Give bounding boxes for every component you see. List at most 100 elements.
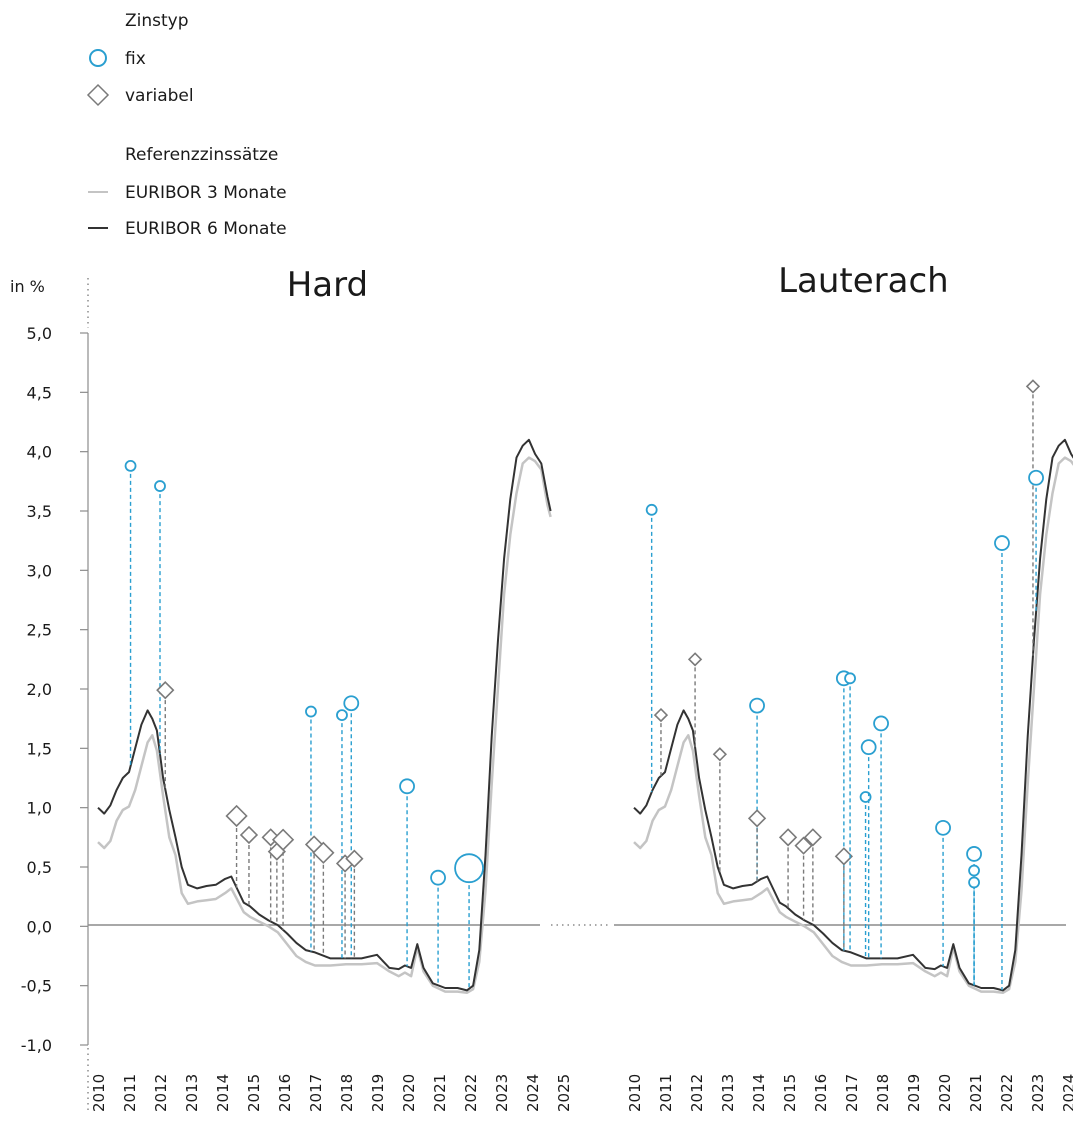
fix-point	[336, 709, 348, 722]
variable-point	[803, 828, 823, 847]
fix-point	[968, 864, 980, 877]
legend-fix-icon	[89, 49, 107, 67]
x-tick-label: 2021	[431, 1074, 449, 1112]
y-tick-label: -1,0	[21, 1036, 52, 1055]
euribor6-line	[97, 438, 552, 992]
x-tick-label: 2021	[967, 1074, 985, 1112]
x-tick-label: 2023	[493, 1074, 511, 1112]
y-tick-label: 2,5	[27, 621, 52, 640]
variable-point	[653, 707, 669, 723]
x-tick-label: 2020	[400, 1074, 418, 1112]
x-tick-label: 2023	[1029, 1074, 1047, 1112]
fix-point	[399, 778, 415, 795]
y-tick-label: 0,0	[27, 917, 52, 936]
x-tick-label: 2020	[936, 1074, 954, 1112]
fix-point	[645, 503, 658, 516]
y-tick-label: 1,5	[27, 739, 52, 758]
y-tick-label: 1,0	[27, 799, 52, 818]
fix-point	[860, 739, 877, 756]
variable-point	[156, 681, 175, 700]
x-tick-label: 2011	[121, 1074, 139, 1112]
x-tick-label: 2014	[214, 1074, 232, 1112]
x-tick-label: 2015	[245, 1074, 263, 1112]
y-tick-label: 3,0	[27, 561, 52, 580]
x-tick-label: 2012	[688, 1074, 706, 1112]
variable-point	[747, 809, 767, 828]
variable-point	[794, 836, 813, 855]
y-ticks: 5,0 4,5 4,0 3,5 3,0 2,5 2,0 1,5 1,0 0,5 0,0 -0,5 -1,…	[21, 324, 88, 1055]
fix-point	[154, 480, 166, 492]
y-tick-label: 0,5	[27, 858, 52, 877]
x-tick-label: 2010	[90, 1074, 108, 1112]
x-tick-label: 2017	[307, 1074, 325, 1112]
variable-point	[225, 804, 248, 828]
fix-point	[994, 535, 1010, 551]
y-tick-label: 3,5	[27, 502, 52, 521]
fix-point	[454, 853, 484, 884]
x-tick-label: 2025	[555, 1074, 573, 1112]
variable-point	[778, 828, 798, 847]
panel-title: Hard	[287, 265, 368, 305]
legend-euribor6-label: EURIBOR 6 Monate	[125, 219, 287, 239]
x-tick-label: 2014	[750, 1074, 768, 1112]
fix-point	[968, 876, 980, 889]
variable-point	[1025, 379, 1041, 394]
panel-hard: Hard 2010 2011 2012 2013 2014 2015 2016 2017 2018…	[90, 265, 573, 1112]
variable-point	[712, 747, 728, 762]
x-tick-label: 2024	[1060, 1074, 1073, 1112]
fix-point	[966, 846, 982, 862]
fix-point	[1028, 469, 1044, 486]
y-tick-label: -0,5	[21, 977, 52, 996]
x-tick-label: 2016	[276, 1074, 294, 1112]
variable-point	[345, 849, 364, 868]
fix-point	[305, 705, 317, 718]
x-tick-label: 2013	[719, 1074, 737, 1112]
x-tick-label: 2013	[183, 1074, 201, 1112]
fix-point	[430, 869, 446, 886]
y-tick-label: 2,0	[27, 680, 52, 699]
panel-lauterach: Lauterach 2010 2011 2012 2013 2014 2015 2016 201…	[626, 261, 1073, 1112]
legend-euribor3-label: EURIBOR 3 Monate	[125, 183, 287, 203]
y-tick-label: 5,0	[27, 324, 52, 343]
euribor3-line	[633, 456, 1073, 995]
x-tick-label: 2019	[369, 1074, 387, 1112]
x-tick-label: 2017	[843, 1074, 861, 1112]
x-tick-label: 2012	[152, 1074, 170, 1112]
x-tick-label: 2015	[781, 1074, 799, 1112]
y-tick-label: 4,0	[27, 443, 52, 462]
x-tick-label: 2011	[657, 1074, 675, 1112]
fix-point	[873, 715, 889, 732]
euribor6-line	[633, 438, 1073, 992]
y-axis: in % 5,0 4,5 4,0 3,5 3,0 2,5 2,0 1,5 1,0 0,5 0,0 -0…	[10, 277, 89, 1112]
fix-point	[935, 819, 951, 836]
variable-point	[834, 847, 854, 866]
x-tick-label: 2016	[812, 1074, 830, 1112]
legend: Zinstyp fix variabel Referenzzinssätze E…	[86, 11, 287, 239]
variable-point	[239, 825, 259, 845]
x-tick-label: 2018	[338, 1074, 356, 1112]
x-tick-label: 2024	[524, 1074, 542, 1112]
euribor3-line	[97, 456, 552, 995]
panel-title: Lauterach	[778, 261, 949, 301]
fix-point	[343, 695, 360, 712]
legend-ref-title: Referenzzinssätze	[125, 145, 278, 165]
fix-point	[124, 460, 137, 472]
legend-variable-icon	[86, 83, 110, 107]
legend-fix-label: fix	[125, 49, 146, 69]
legend-variable-label: variabel	[125, 86, 194, 106]
x-tick-label: 2022	[462, 1074, 480, 1112]
fix-point	[844, 672, 856, 685]
variable-point	[687, 652, 703, 667]
x-tick-label: 2018	[874, 1074, 892, 1112]
x-tick-label: 2022	[998, 1074, 1016, 1112]
x-tick-label: 2019	[905, 1074, 923, 1112]
variable-point	[312, 841, 335, 864]
y-axis-label: in %	[10, 277, 45, 296]
y-tick-label: 4,5	[27, 383, 52, 402]
fix-point	[749, 697, 765, 714]
legend-type-title: Zinstyp	[125, 11, 189, 31]
variable-point	[271, 828, 295, 851]
x-tick-label: 2010	[626, 1074, 644, 1112]
